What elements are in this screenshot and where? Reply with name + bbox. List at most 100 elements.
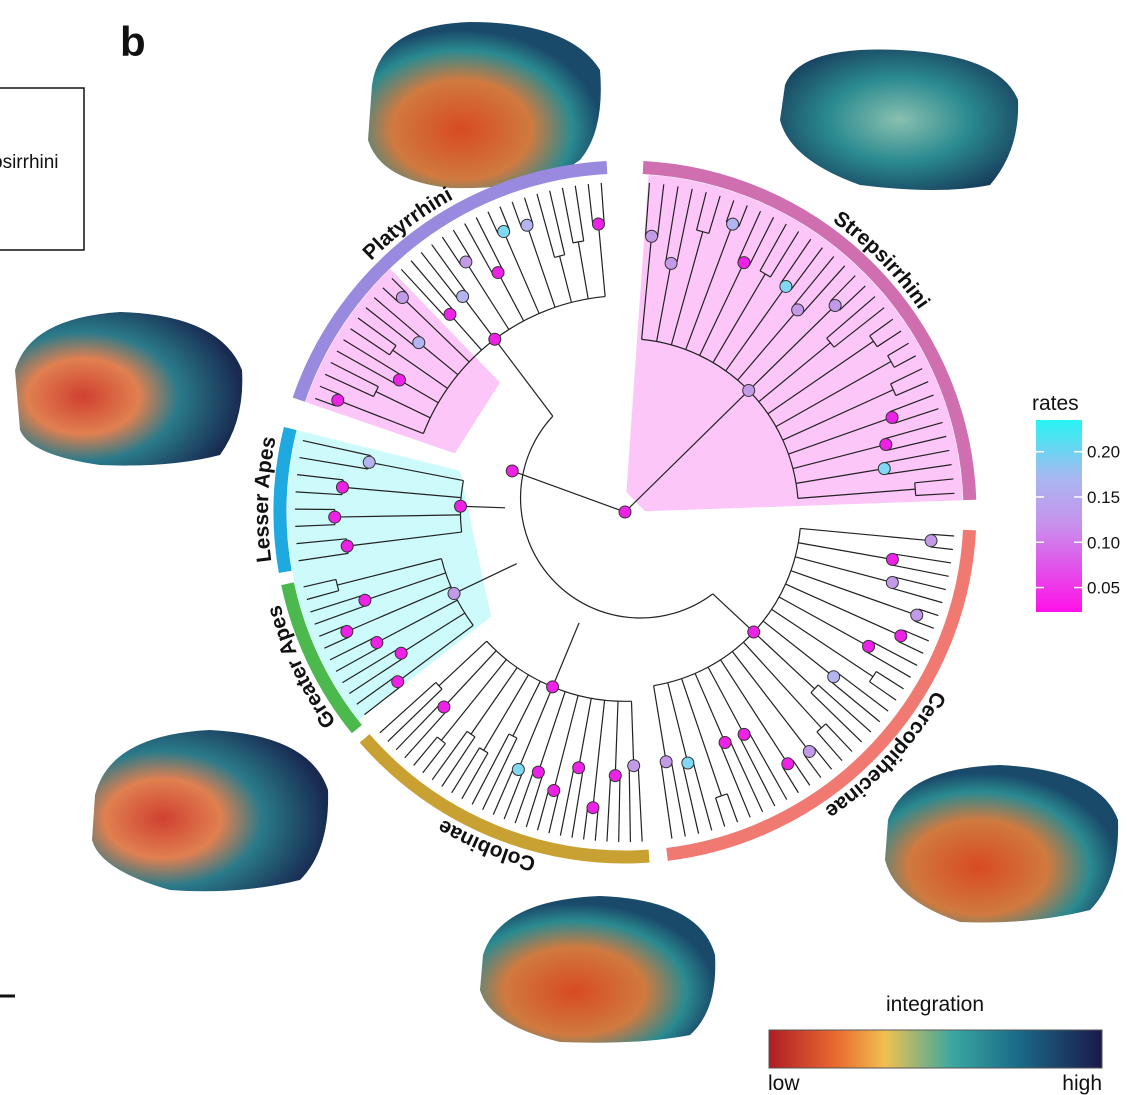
branch — [512, 202, 521, 227]
branch — [515, 771, 534, 824]
node — [609, 770, 621, 782]
branch — [866, 651, 911, 677]
branch — [891, 565, 948, 576]
node — [727, 218, 739, 230]
node — [329, 511, 341, 523]
branch — [562, 188, 573, 243]
node — [803, 745, 815, 757]
node — [332, 394, 344, 406]
node — [498, 226, 510, 238]
inset-text: psirrhini — [0, 152, 59, 173]
node — [660, 756, 672, 768]
branch — [915, 621, 934, 628]
node — [792, 304, 804, 316]
node — [665, 257, 677, 269]
branch — [893, 554, 951, 563]
branch — [876, 672, 903, 689]
node — [359, 594, 371, 606]
branch — [518, 687, 552, 770]
node — [719, 736, 731, 748]
panel-label: b — [120, 18, 146, 65]
node — [646, 230, 658, 242]
branch — [593, 700, 605, 808]
node — [682, 757, 694, 769]
branch — [463, 297, 495, 340]
tick-label: 0.20 — [1087, 443, 1120, 462]
clade-band — [365, 738, 649, 857]
node — [886, 411, 898, 423]
node — [592, 218, 604, 230]
rates-colorbar — [1036, 420, 1082, 612]
node — [392, 676, 404, 688]
node — [829, 300, 841, 312]
branch — [453, 230, 470, 259]
branch — [871, 641, 917, 665]
legend-title: rates — [1032, 392, 1079, 415]
inset-box: psirrhini — [0, 88, 84, 996]
phylogeny — [287, 175, 963, 842]
branch — [682, 679, 722, 796]
branch — [793, 760, 810, 785]
branch — [779, 597, 868, 646]
node — [396, 292, 408, 304]
node — [878, 463, 890, 475]
branch — [720, 744, 750, 817]
node — [363, 456, 375, 468]
node — [738, 257, 750, 269]
branch — [549, 792, 559, 833]
branch — [584, 807, 588, 839]
branch — [654, 686, 667, 762]
node — [628, 760, 640, 772]
branch — [671, 761, 685, 837]
node — [863, 640, 875, 652]
node — [371, 637, 383, 649]
branch — [421, 252, 458, 299]
node — [895, 630, 907, 642]
branch — [814, 748, 831, 770]
branch — [869, 682, 896, 700]
branch — [830, 681, 880, 722]
branch — [560, 256, 572, 302]
legend-title: integration — [886, 993, 984, 1016]
branch — [588, 184, 593, 225]
branch — [772, 609, 873, 676]
branch — [498, 273, 524, 321]
node — [738, 728, 750, 740]
branch — [837, 672, 888, 711]
rates-legend: rates 0.200.150.100.05 — [1032, 392, 1120, 612]
branch — [783, 767, 799, 793]
branch — [598, 224, 605, 297]
branch — [804, 755, 821, 777]
branch — [537, 194, 555, 257]
node — [444, 308, 456, 320]
node — [492, 267, 504, 279]
node — [886, 576, 898, 588]
branch — [578, 242, 588, 299]
node — [489, 333, 501, 345]
node — [743, 384, 755, 396]
branch — [423, 744, 446, 773]
node — [886, 553, 898, 565]
branch — [471, 668, 517, 735]
branch — [638, 766, 642, 842]
branch — [601, 183, 604, 224]
node — [911, 609, 923, 621]
node — [341, 540, 353, 552]
branch — [615, 701, 618, 775]
branch — [462, 753, 488, 799]
node — [448, 588, 460, 600]
branch — [553, 623, 580, 687]
branch — [795, 557, 892, 583]
branch — [560, 767, 574, 836]
branch — [512, 471, 625, 512]
node — [782, 758, 794, 770]
branch — [538, 789, 549, 830]
branch — [716, 798, 725, 827]
node — [880, 439, 892, 451]
tick-label: 0.15 — [1087, 488, 1120, 507]
figure: psirrhini b Greater ApesLesser ApesPlaty… — [0, 0, 1127, 1095]
node — [587, 802, 599, 814]
branch — [414, 737, 438, 765]
branch — [629, 766, 630, 842]
branch — [798, 543, 892, 560]
